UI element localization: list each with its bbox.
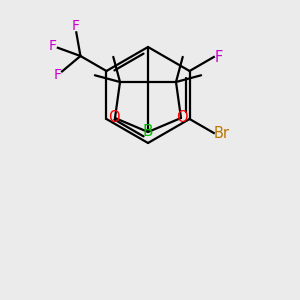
Text: F: F [71,20,79,34]
Text: O: O [176,110,188,124]
Text: O: O [108,110,120,124]
Text: Br: Br [214,125,230,140]
Text: B: B [143,124,153,140]
Text: F: F [215,50,223,64]
Text: F: F [53,68,62,82]
Text: F: F [48,39,56,53]
